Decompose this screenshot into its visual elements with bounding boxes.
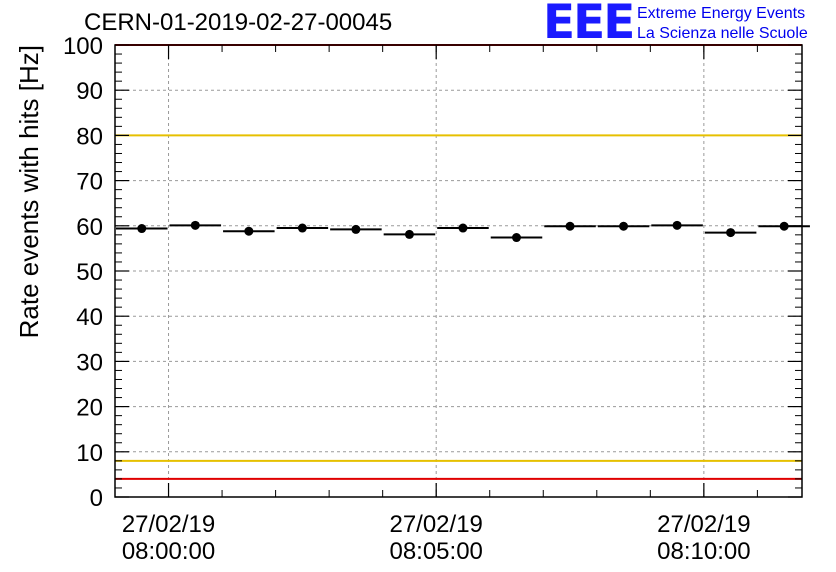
x-tick-label-date: 27/02/19: [122, 511, 215, 538]
eee-logo-text: Extreme Energy Events La Scienza nelle S…: [637, 4, 808, 44]
data-point: [244, 226, 254, 236]
y-tick-label: 30: [76, 349, 103, 376]
x-tick-label-time: 08:00:00: [122, 538, 215, 565]
data-point: [565, 221, 575, 231]
y-tick-labels: 0 10 20 30 40 50 60 70 80 90 100: [63, 33, 103, 512]
y-axis-title: Rate events with hits [Hz]: [14, 45, 44, 338]
x-tick-label-date: 27/02/19: [389, 511, 482, 538]
data-point: [137, 224, 147, 234]
logo-line-2: La Scienza nelle Scuole: [637, 25, 808, 42]
data-point: [351, 224, 361, 234]
grid-lines: [115, 45, 802, 497]
logo-line-1: Extreme Energy Events: [637, 5, 806, 22]
y-tick-label: 0: [90, 485, 103, 512]
x-tick-label-time: 08:05:00: [389, 538, 482, 565]
x-tick-label-time: 08:10:00: [657, 538, 750, 565]
eee-logo: EEE: [543, 0, 635, 50]
y-tick-label: 10: [76, 440, 103, 467]
y-tick-label: 60: [76, 214, 103, 241]
y-tick-label: 20: [76, 395, 103, 422]
y-tick-label: 80: [76, 123, 103, 150]
axis-ticks: [114, 44, 802, 498]
data-point: [297, 223, 307, 233]
data-points: [116, 220, 810, 243]
data-point: [458, 223, 468, 233]
data-point: [779, 221, 789, 231]
y-tick-label: 50: [76, 259, 103, 286]
run-title: CERN-01-2019-02-27-00045: [84, 9, 393, 36]
data-point: [404, 229, 414, 239]
reference-lines: [115, 44, 802, 480]
data-point: [672, 220, 682, 230]
x-tick-label-date: 27/02/19: [657, 511, 750, 538]
data-point: [619, 221, 629, 231]
y-tick-label: 90: [76, 78, 103, 105]
data-point: [190, 220, 200, 230]
y-tick-label: 70: [76, 169, 103, 196]
y-tick-label: 40: [76, 304, 103, 331]
data-point: [726, 228, 736, 238]
x-tick-labels: 27/02/1908:00:0027/02/1908:05:0027/02/19…: [122, 511, 751, 565]
data-point: [511, 233, 521, 243]
y-tick-label: 100: [63, 33, 103, 60]
